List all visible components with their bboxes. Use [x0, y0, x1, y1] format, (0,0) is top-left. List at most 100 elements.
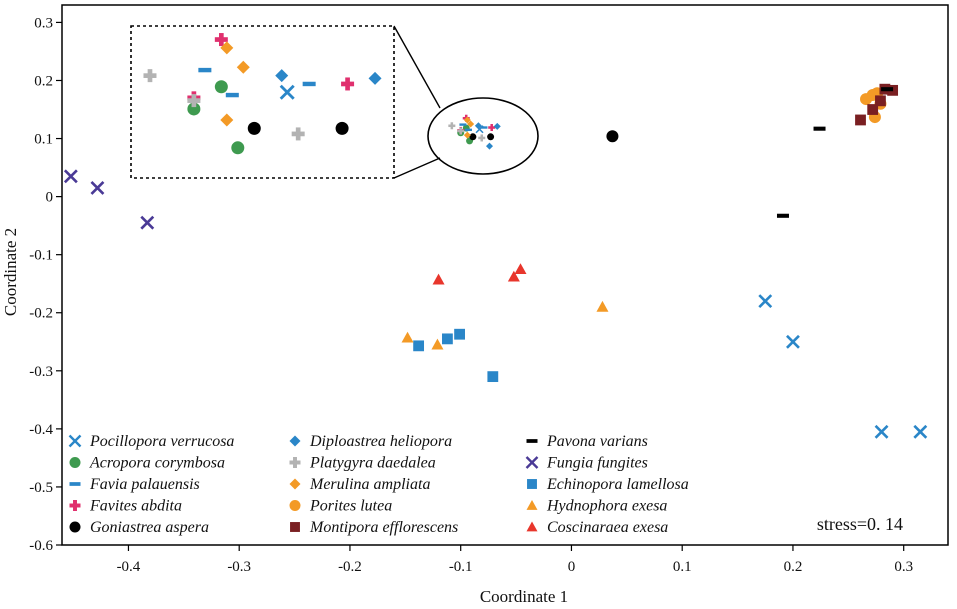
hydnophora-exesa-point [431, 338, 444, 350]
y-tick-label: 0 [46, 190, 54, 206]
y-tick-label: -0.3 [29, 364, 53, 380]
hydnophora-exesa-point [401, 331, 414, 343]
platygyra-daedalea-inset-point [291, 127, 305, 141]
legend-marker-hydnophora-exesa [526, 500, 538, 510]
platygyra-daedalea-inset-point [187, 94, 201, 108]
legend-marker-acropora-corymbosa [69, 457, 81, 468]
legend-item-coscinaraea-exesa: Coscinaraea exesa [526, 519, 668, 536]
legend-item-diploastrea-heliopora: Diploastrea heliopora [289, 433, 452, 450]
legend-marker-fungia-fungites [525, 456, 539, 469]
legend-item-platygyra-daedalea: Platygyra daedalea [289, 455, 436, 472]
favites-abdita-inset-point [214, 33, 228, 47]
y-tick-label: -0.2 [29, 306, 53, 322]
platygyra-daedalea-inset-point [143, 69, 157, 83]
legend-label: Hydnophora exesa [546, 498, 667, 515]
legend-label: Favia palauensis [89, 476, 200, 493]
merulina-ampliata-point [467, 120, 475, 128]
legend-label: Coscinaraea exesa [547, 519, 668, 536]
legend-item-fungia-fungites: Fungia fungites [525, 455, 648, 472]
legend-label: Porites lutea [309, 498, 392, 515]
favites-abdita-point [488, 124, 496, 132]
legend-label: Pavona varians [546, 433, 648, 450]
legend-label: Goniastrea aspera [90, 519, 209, 536]
merulina-ampliata-inset-point [220, 41, 234, 55]
y-tick-label: -0.1 [29, 248, 53, 264]
legend-label: Pocillopora verrucosa [89, 433, 234, 450]
zoom-connector-upper [393, 25, 441, 109]
acropora-corymbosa-inset-point [231, 141, 245, 155]
favia-palauensis-point [464, 128, 472, 132]
montipora-efflorescens-point [875, 95, 886, 107]
plot-frame [61, 4, 949, 546]
zoom-connector-lower [393, 157, 441, 179]
legend: Pocillopora verrucosa Acropora corymbosa F… [68, 433, 689, 536]
merulina-ampliata-inset-point [236, 60, 250, 74]
favites-abdita-inset-point [341, 77, 355, 91]
fungia-fungites-point [63, 169, 78, 184]
y-axis-title: Coordinate 2 [1, 228, 20, 316]
legend-item-pavona-varians: Pavona varians [526, 433, 648, 450]
x-tick-label: 0.1 [673, 559, 692, 575]
platygyra-daedalea-point [457, 127, 465, 135]
legend-item-acropora-corymbosa: Acropora corymbosa [69, 455, 225, 472]
legend-item-merulina-ampliata: Merulina ampliata [289, 476, 430, 493]
coscinaraea-exesa-point [514, 263, 527, 274]
legend-marker-diploastrea-heliopora [289, 435, 301, 447]
legend-label: Fungia fungites [546, 455, 648, 472]
legend-item-favia-palauensis: Favia palauensis [69, 476, 200, 493]
acropora-corymbosa-inset-point [187, 102, 201, 116]
pocillopora-verrucosa-point [786, 334, 800, 349]
legend-label: Echinopora lamellosa [546, 476, 689, 493]
goniastrea-aspera-inset-point [247, 121, 261, 135]
echinopora-lamellosa-point [487, 371, 499, 383]
inset-box [130, 25, 395, 179]
platygyra-daedalea-point [478, 134, 486, 142]
x-axis-title: Coordinate 1 [480, 587, 568, 606]
x-axis: -0.4 -0.3 -0.2 -0.1 0 0.1 0.2 0.3 [117, 545, 913, 575]
legend-label: Diploastrea heliopora [309, 433, 452, 450]
diploastrea-heliopora-point [493, 122, 501, 130]
goniastrea-aspera-point [469, 133, 477, 141]
legend-marker-favites-abdita [69, 500, 81, 511]
legend-marker-favia-palauensis [69, 482, 81, 486]
legend-label: Merulina ampliata [309, 476, 430, 493]
goniastrea-aspera-inset-point [335, 121, 349, 135]
legend-item-montipora-efflorescens: Montipora efflorescens [290, 519, 458, 536]
echinopora-lamellosa-point [442, 333, 453, 345]
legend-item-goniastrea-aspera: Goniastrea aspera [69, 519, 209, 536]
legend-item-pocillopora-verrucosa: Pocillopora verrucosa [68, 433, 234, 450]
fungia-fungites-point [140, 215, 155, 230]
legend-marker-pocillopora-verrucosa [68, 434, 82, 448]
legend-marker-coscinaraea-exesa [526, 521, 538, 532]
acropora-corymbosa-inset-point [214, 80, 228, 94]
pocillopora-verrucosa-point [758, 294, 773, 309]
montipora-efflorescens-point [867, 104, 879, 115]
legend-marker-porites-lutea [289, 500, 301, 511]
favia-palauensis-inset-point [198, 67, 212, 73]
pocillopora-verrucosa-inset-point [279, 84, 295, 100]
cluster-highlight-ellipse [427, 97, 539, 175]
goniastrea-aspera-point [606, 130, 619, 143]
legend-marker-goniastrea-aspera [69, 521, 81, 533]
x-tick-label: 0.2 [784, 559, 803, 575]
favia-palauensis-inset-point [302, 81, 316, 87]
pocillopora-verrucosa-point [913, 424, 928, 439]
coscinaraea-exesa-point [432, 273, 445, 285]
favia-palauensis-point [459, 123, 467, 126]
coscinaraea-exesa-point [507, 270, 520, 282]
y-tick-label: 0.2 [34, 73, 53, 89]
x-tick-label: 0 [568, 559, 576, 575]
x-tick-label: -0.4 [117, 559, 141, 575]
pavona-varians-point [881, 87, 894, 92]
merulina-ampliata-inset-point [220, 113, 234, 127]
legend-item-echinopora-lamellosa: Echinopora lamellosa [527, 476, 689, 493]
diploastrea-heliopora-point [474, 122, 482, 130]
fungia-fungites-point [90, 180, 105, 195]
x-tick-label: -0.3 [227, 559, 251, 575]
inset-data-points [143, 33, 382, 155]
goniastrea-aspera-point [487, 133, 495, 141]
x-tick-label: -0.2 [338, 559, 362, 575]
echinopora-lamellosa-point [413, 340, 425, 352]
platygyra-daedalea-point [448, 122, 456, 130]
